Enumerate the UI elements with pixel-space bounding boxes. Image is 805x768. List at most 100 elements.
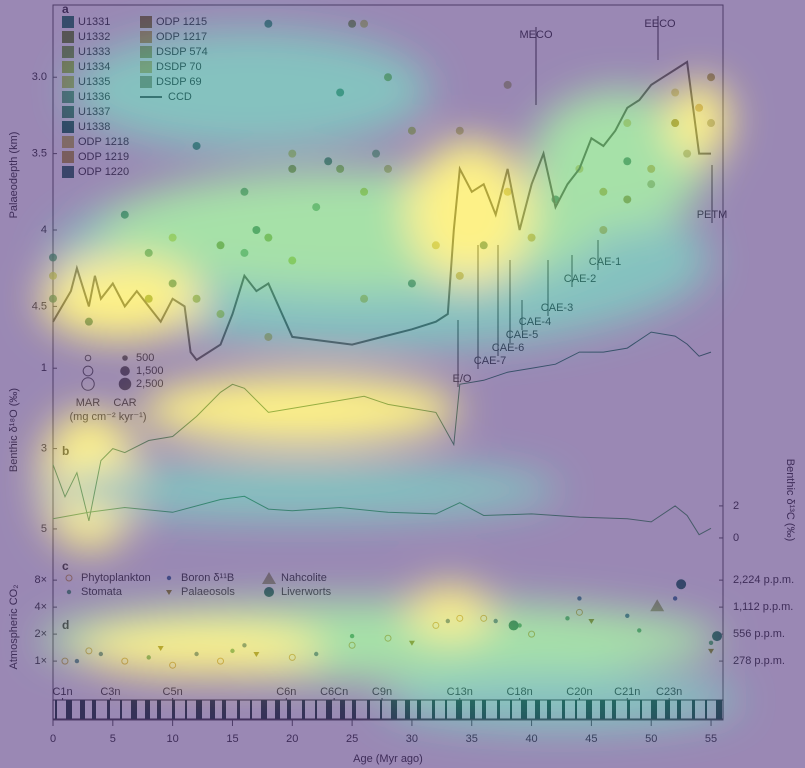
x-tick-label: 40 — [525, 733, 537, 745]
y2-tick-label: 0 — [733, 532, 739, 544]
panel-label: d — [62, 618, 69, 632]
chron-stripe — [432, 700, 435, 719]
chron-label: C23n — [656, 686, 682, 698]
chron-label: C6n — [276, 686, 296, 698]
x-tick-label: 55 — [705, 733, 717, 745]
chron-stripe — [55, 700, 57, 719]
annotation: CAE-5 — [506, 329, 538, 341]
co2-point — [708, 648, 715, 654]
site-point — [384, 73, 392, 82]
chron-stripe — [120, 700, 122, 719]
co2-point — [445, 618, 451, 624]
chron-label: C18n — [506, 686, 532, 698]
chron-stripe — [417, 700, 421, 719]
legend-label: ODP 1219 — [78, 151, 129, 163]
site-point — [49, 253, 57, 262]
chron-stripe — [340, 700, 345, 719]
chron-stripe — [210, 700, 215, 719]
site-point — [264, 19, 273, 28]
co2-point — [575, 608, 583, 616]
y-axis-title: Atmospheric CO₂ — [8, 585, 20, 670]
chron-stripe — [497, 700, 500, 719]
chron-stripe — [352, 700, 356, 719]
site-point — [348, 19, 357, 28]
site-point — [336, 88, 345, 97]
legend-swatch — [62, 151, 74, 163]
chron-stripe — [157, 700, 161, 719]
chron-stripe — [261, 700, 267, 719]
chron-bar — [52, 699, 724, 720]
legend-swatch — [62, 46, 74, 58]
co2-point — [288, 653, 296, 661]
co2-point — [528, 630, 536, 638]
y-tick-label: 3.0 — [32, 71, 47, 83]
site-point — [599, 187, 608, 196]
legend-label: Palaeosols — [181, 586, 235, 598]
legend-label: U1336 — [78, 91, 110, 103]
legend-swatch — [140, 61, 152, 73]
chron-stripe — [456, 700, 462, 719]
chron-stripe — [405, 700, 410, 719]
site-point — [707, 119, 716, 128]
y-tick-label: 1 — [41, 362, 47, 374]
site-point — [407, 126, 416, 135]
x-tick-label: 35 — [466, 733, 478, 745]
site-point — [372, 149, 381, 158]
legend-label: U1331 — [78, 16, 110, 28]
chron-stripe — [627, 700, 630, 719]
legend-swatch — [62, 91, 74, 103]
size-key-label: 1,500 — [136, 365, 164, 377]
site-point — [599, 226, 608, 234]
legend-label: ODP 1220 — [78, 166, 129, 178]
heat-blob — [40, 460, 560, 520]
chron-stripe — [222, 700, 226, 719]
x-tick-label: 5 — [110, 733, 116, 745]
annotation: CAE-7 — [474, 355, 506, 367]
y2-tick-label: 2 — [733, 500, 739, 512]
site-point — [240, 187, 249, 196]
site-point — [192, 141, 201, 150]
size-key — [118, 377, 132, 391]
x-tick-label: 25 — [346, 733, 358, 745]
chron-stripe — [716, 700, 722, 719]
y-tick-label: 4 — [41, 224, 47, 236]
legend-swatch — [62, 61, 74, 73]
chron-stripe — [92, 700, 96, 719]
co2-point — [676, 579, 687, 590]
chron-label: C1n — [52, 686, 72, 698]
co2-point — [480, 614, 488, 622]
panel-label: c — [62, 559, 69, 573]
y-tick-label: 5 — [41, 523, 47, 535]
legend-label: Phytoplankton — [81, 572, 151, 584]
legend-label: ODP 1215 — [156, 16, 207, 28]
y-axis-title: Palaeodepth (km) — [8, 132, 20, 219]
chron-stripe — [250, 700, 252, 719]
site-point — [288, 149, 297, 158]
panel-label: b — [62, 444, 69, 458]
site-point — [695, 103, 704, 112]
size-key-title: CAR — [113, 397, 136, 409]
chron-stripe — [575, 700, 577, 719]
y-tick-label: 3.5 — [32, 148, 47, 160]
heat-blob — [40, 600, 720, 680]
co2-point — [85, 647, 93, 655]
site-point — [503, 80, 512, 89]
site-point — [360, 187, 369, 196]
chron-label: C5n — [163, 686, 183, 698]
size-key-unit: (mg cm⁻² kyr⁻¹) — [70, 411, 147, 423]
chron-stripe — [196, 700, 202, 719]
chron-stripe — [470, 700, 475, 719]
annotation: EECO — [644, 18, 676, 30]
site-point — [360, 19, 369, 28]
legend-label: ODP 1218 — [78, 136, 129, 148]
legend-swatch — [62, 121, 74, 133]
legend-label: DSDP 69 — [156, 76, 202, 88]
y-tick-label: 8× — [34, 574, 47, 586]
legend-swatch — [62, 166, 74, 178]
chron-stripe — [237, 700, 240, 719]
co2-point — [349, 633, 355, 639]
co2-point — [146, 655, 151, 660]
chron-label: C21n — [614, 686, 640, 698]
chron-stripe — [445, 700, 447, 719]
chron-stripe — [640, 700, 642, 719]
